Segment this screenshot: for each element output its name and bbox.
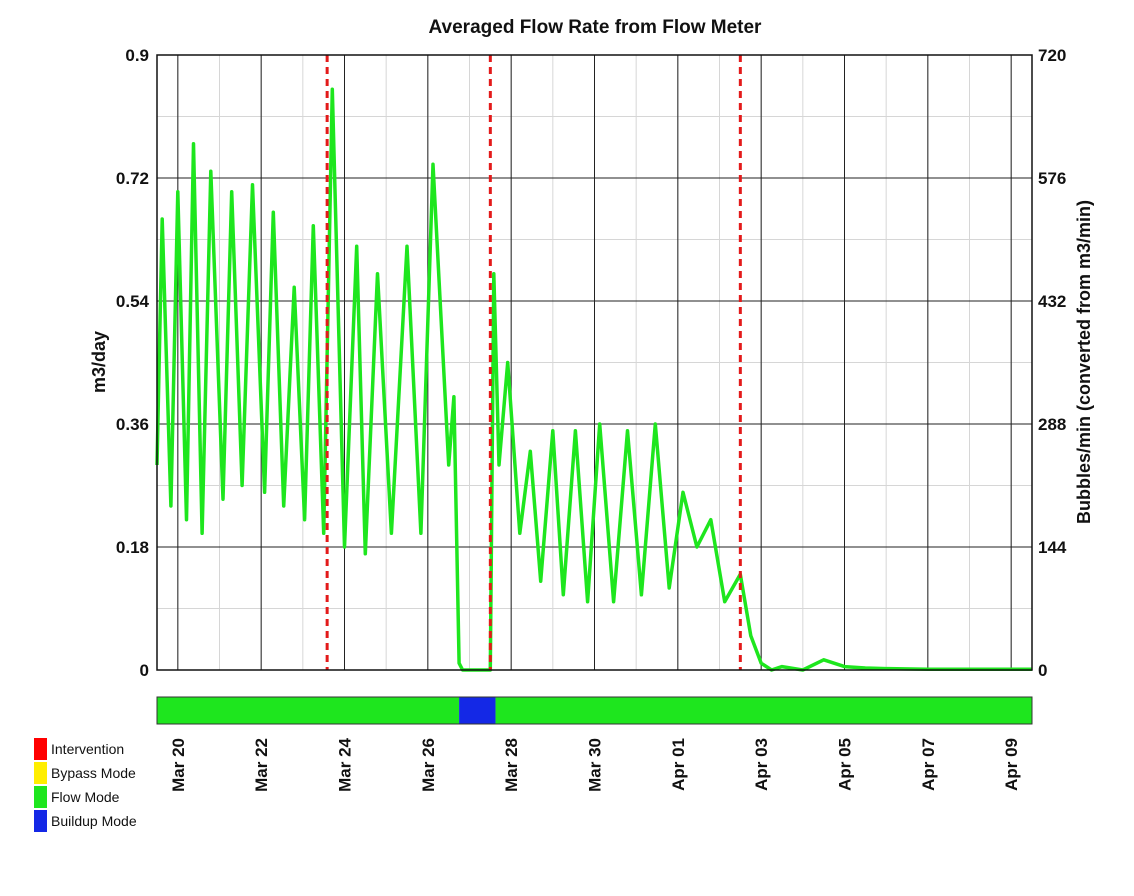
- x-tick-label: Apr 01: [669, 738, 688, 791]
- x-tick-label: Apr 07: [919, 738, 938, 791]
- grid: [157, 54, 1032, 671]
- legend-label: Bypass Mode: [51, 765, 136, 781]
- mode-bar-frame: [156, 696, 1033, 725]
- x-tick-label: Mar 20: [169, 738, 188, 792]
- legend-label: Buildup Mode: [51, 813, 137, 829]
- x-tick-label: Apr 09: [1002, 738, 1021, 791]
- y-tick-label-right: 432: [1038, 292, 1066, 311]
- intervention-lines: [325, 55, 742, 670]
- x-tick-label: Mar 24: [336, 737, 355, 791]
- legend: Intervention Bypass Mode Flow Mode Buildup …: [34, 738, 137, 832]
- y-axis-label-right: Bubbles/min (converted from m3/min): [1074, 200, 1094, 524]
- plot-frame: [156, 54, 1033, 671]
- mode-bar-segment: [157, 697, 460, 724]
- legend-label: Flow Mode: [51, 789, 120, 805]
- y-tick-label-right: 720: [1038, 46, 1066, 65]
- x-tick-label: Mar 30: [586, 738, 605, 792]
- legend-swatch: [34, 738, 47, 760]
- y-tick-label-right: 288: [1038, 415, 1066, 434]
- y-tick-label: 0.9: [125, 46, 149, 65]
- series-layer: [155, 87, 1032, 672]
- y-tick-label-right: 576: [1038, 169, 1066, 188]
- y-tick-label: 0.18: [116, 538, 149, 557]
- x-tick-label: Mar 28: [502, 738, 521, 792]
- tick-labels: 0 0 0.18 144 0.36 288 0.54 432 0.72 576 0.9 720 Mar …: [116, 46, 1067, 792]
- mode-bar-segment: [459, 697, 496, 724]
- x-tick-label: Apr 05: [836, 738, 855, 791]
- y-tick-label-right: 144: [1038, 538, 1067, 557]
- x-tick-label: Apr 03: [752, 738, 771, 791]
- flow-rate-series-line: [155, 87, 1032, 672]
- chart-title: Averaged Flow Rate from Flow Meter: [429, 17, 763, 38]
- y-axis-label-left: m3/day: [89, 331, 109, 393]
- y-tick-label-right: 0: [1038, 661, 1047, 680]
- y-tick-label: 0.72: [116, 169, 149, 188]
- y-tick-label: 0.36: [116, 415, 149, 434]
- y-tick-label: 0.54: [116, 292, 150, 311]
- legend-swatch: [34, 786, 47, 808]
- mode-bar-segment: [495, 697, 1033, 724]
- x-tick-label: Mar 22: [252, 738, 271, 792]
- mode-bar: [156, 696, 1033, 725]
- y-tick-label: 0: [140, 661, 149, 680]
- legend-swatch: [34, 762, 47, 784]
- x-tick-label: Mar 26: [419, 738, 438, 792]
- legend-swatch: [34, 810, 47, 832]
- legend-label: Intervention: [51, 741, 124, 757]
